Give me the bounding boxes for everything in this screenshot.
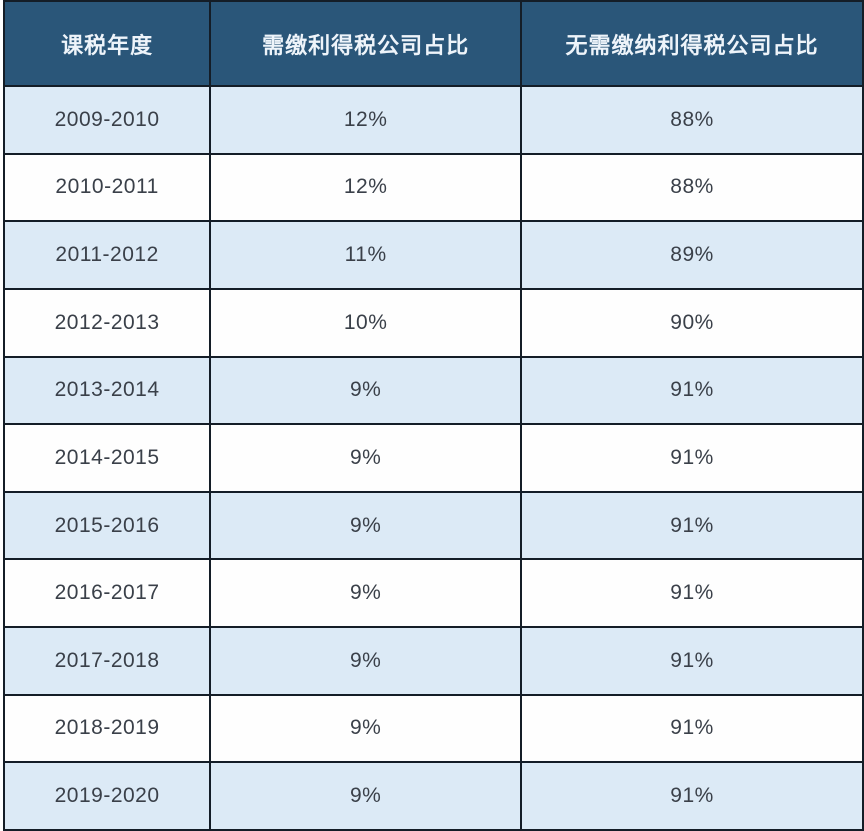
tax-year-cell: 2015-2016 — [2, 490, 212, 561]
table-row: 2018-2019 9% 91% — [2, 693, 864, 764]
non-taxable-share-cell: 91% — [520, 355, 864, 426]
tax-year-cell: 2010-2011 — [2, 152, 212, 223]
tax-year-cell: 2019-2020 — [2, 761, 212, 831]
table-row: 2016-2017 9% 91% — [2, 558, 864, 628]
tax-year-cell: 2017-2018 — [2, 626, 212, 696]
tax-year-cell: 2013-2014 — [2, 355, 212, 426]
column-header-non-taxable-share: 无需缴纳利得税公司占比 — [520, 0, 864, 87]
taxable-share-cell: 9% — [209, 693, 523, 764]
non-taxable-share-cell: 91% — [520, 626, 864, 696]
tax-year-cell: 2012-2013 — [2, 287, 212, 358]
non-taxable-share-cell: 89% — [520, 220, 864, 290]
header-row: 课税年度 需缴利得税公司占比 无需缴纳利得税公司占比 — [2, 0, 864, 87]
taxable-share-cell: 9% — [209, 626, 523, 696]
table-row: 2013-2014 9% 91% — [2, 355, 864, 426]
non-taxable-share-cell: 91% — [520, 558, 864, 628]
tax-year-cell: 2011-2012 — [2, 220, 212, 290]
non-taxable-share-cell: 90% — [520, 287, 864, 358]
table-row: 2012-2013 10% 90% — [2, 287, 864, 358]
taxable-share-cell: 9% — [209, 761, 523, 831]
non-taxable-share-cell: 88% — [520, 85, 864, 155]
tax-year-cell: 2018-2019 — [2, 693, 212, 764]
taxable-share-cell: 11% — [209, 220, 523, 290]
taxable-share-cell: 12% — [209, 152, 523, 223]
table-header: 课税年度 需缴利得税公司占比 无需缴纳利得税公司占比 — [2, 0, 864, 87]
taxable-share-cell: 9% — [209, 490, 523, 561]
non-taxable-share-cell: 88% — [520, 152, 864, 223]
table-row: 2017-2018 9% 91% — [2, 626, 864, 696]
taxable-share-cell: 12% — [209, 85, 523, 155]
non-taxable-share-cell: 91% — [520, 490, 864, 561]
table-row: 2010-2011 12% 88% — [2, 152, 864, 223]
table-row: 2011-2012 11% 89% — [2, 220, 864, 290]
non-taxable-share-cell: 91% — [520, 423, 864, 493]
taxable-share-cell: 10% — [209, 287, 523, 358]
tax-year-cell: 2016-2017 — [2, 558, 212, 628]
tax-year-cell: 2009-2010 — [2, 85, 212, 155]
table-row: 2014-2015 9% 91% — [2, 423, 864, 493]
taxable-share-cell: 9% — [209, 423, 523, 493]
column-header-tax-year: 课税年度 — [2, 0, 212, 87]
taxable-share-cell: 9% — [209, 558, 523, 628]
taxable-share-cell: 9% — [209, 355, 523, 426]
table-row: 2015-2016 9% 91% — [2, 490, 864, 561]
tax-year-cell: 2014-2015 — [2, 423, 212, 493]
table-body: 2009-2010 12% 88% 2010-2011 12% 88% 2011-2012 1… — [2, 85, 864, 831]
table-row: 2009-2010 12% 88% — [2, 85, 864, 155]
non-taxable-share-cell: 91% — [520, 693, 864, 764]
column-header-taxable-share: 需缴利得税公司占比 — [209, 0, 523, 87]
non-taxable-share-cell: 91% — [520, 761, 864, 831]
table-row: 2019-2020 9% 91% — [2, 761, 864, 831]
